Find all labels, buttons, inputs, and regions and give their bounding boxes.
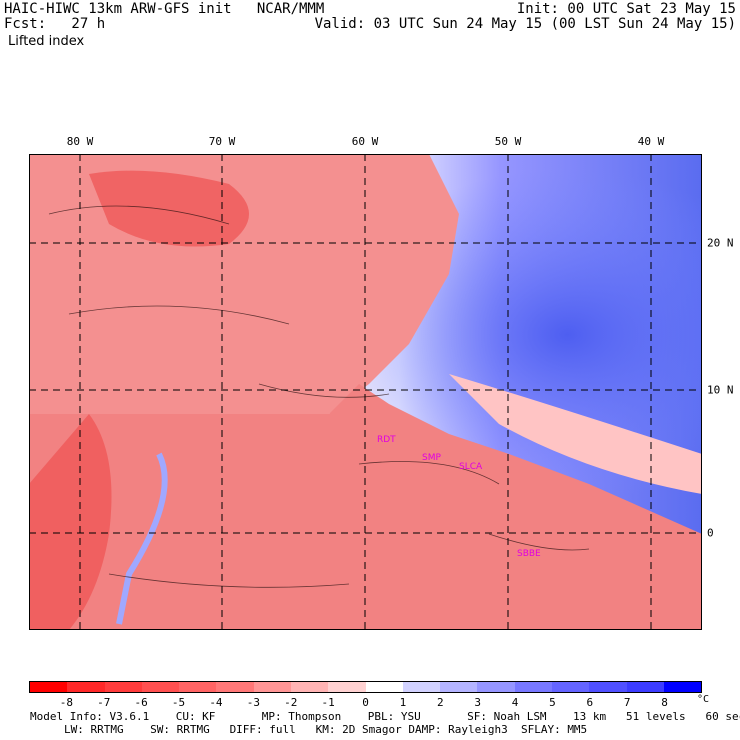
station-rdt: RDT xyxy=(377,435,396,445)
colorbar-swatch xyxy=(365,682,403,692)
colorbar-tick-label: -8 xyxy=(59,696,73,709)
lat-label-0: 0 xyxy=(707,526,714,540)
field-name: Lifted index xyxy=(8,34,85,49)
lon-label-50w: 50 W xyxy=(494,135,522,148)
colorbar-tick-label: 6 xyxy=(586,696,594,709)
colorbar-tick-label: 7 xyxy=(623,696,631,709)
init-time: Init: 00 UTC Sat 23 May 15 xyxy=(516,1,736,17)
colorbar-tick-label: -5 xyxy=(171,696,186,709)
colorbar-tick-label: 5 xyxy=(549,696,556,709)
lat-label-10n: 10 N xyxy=(707,383,734,397)
colombia-unstable-core xyxy=(29,414,112,630)
colorbar-swatch xyxy=(179,682,217,692)
colorbar-swatch xyxy=(141,682,180,692)
colorbar-swatch xyxy=(402,682,441,692)
station-sbbe: SBBE xyxy=(517,549,541,559)
colorbar-unit: °C xyxy=(697,694,710,705)
colorbar-tick-label: -7 xyxy=(97,696,111,709)
colorbar-swatch xyxy=(440,682,478,692)
colorbar-tick-label: 4 xyxy=(511,696,519,709)
lon-label-60w: 60 W xyxy=(351,135,379,148)
andes-stable-strip xyxy=(116,452,168,625)
colorbar-tick-label: -3 xyxy=(246,696,260,709)
map-frame xyxy=(29,154,702,630)
colorbar-swatch xyxy=(216,682,254,692)
station-smp: SMP xyxy=(422,453,441,463)
colorbar-tick-label: 2 xyxy=(436,696,444,709)
colorbar-swatch xyxy=(663,682,702,692)
lat-label-20n: 20 N xyxy=(707,236,734,250)
station-slca: SLCA xyxy=(459,462,483,472)
colorbar-swatch xyxy=(551,682,590,692)
colorbar-swatch xyxy=(626,682,664,692)
colorbar-swatch xyxy=(328,682,366,692)
colorbar-tick-label: -6 xyxy=(134,696,148,709)
colorbar-swatch xyxy=(290,682,329,692)
lifted-index-map: RDT SMP SLCA SBBE xyxy=(29,154,702,630)
model-info-line1: Model Info: V3.6.1 CU: KF MP: Thompson P… xyxy=(30,710,740,723)
lon-label-80w: 80 W xyxy=(66,135,94,148)
map-title: HAIC-HIWC 13km ARW-GFS init NCAR/MMM xyxy=(4,1,325,17)
colorbar-swatch xyxy=(514,682,552,692)
valid-time: Valid: 03 UTC Sun 24 May 15 (00 LST Sun … xyxy=(314,16,736,32)
coastline-contours xyxy=(48,205,590,588)
colorbar-tick-label: 8 xyxy=(661,696,668,709)
colorbar-tick-label: -1 xyxy=(321,696,335,709)
atlantic-transition-band xyxy=(449,374,702,494)
colorbar-swatch xyxy=(253,682,291,692)
forecast-hour: Fcst: 27 h xyxy=(4,16,106,32)
model-info-line2: LW: RRTMG SW: RRTMG DIFF: full KM: 2D Sm… xyxy=(64,723,588,736)
colorbar-tick-label: 1 xyxy=(399,696,407,709)
lon-label-70w: 70 W xyxy=(208,135,236,148)
colorbar-swatch xyxy=(589,682,627,692)
lon-label-40w: 40 W xyxy=(637,135,665,148)
colorbar-swatch xyxy=(104,682,142,692)
colorbar xyxy=(29,681,702,693)
colorbar-tick-label: 3 xyxy=(474,696,481,709)
colorbar-tick-label: 0 xyxy=(362,696,369,709)
colorbar-swatch xyxy=(477,682,515,692)
lat-lon-grid xyxy=(29,154,702,630)
greater-antilles-unstable-core xyxy=(89,170,249,247)
colorbar-swatch xyxy=(30,682,68,692)
colorbar-swatch xyxy=(67,682,105,692)
colorbar-tick-label: -4 xyxy=(209,696,223,709)
colorbar-tick-label: -2 xyxy=(284,696,298,709)
